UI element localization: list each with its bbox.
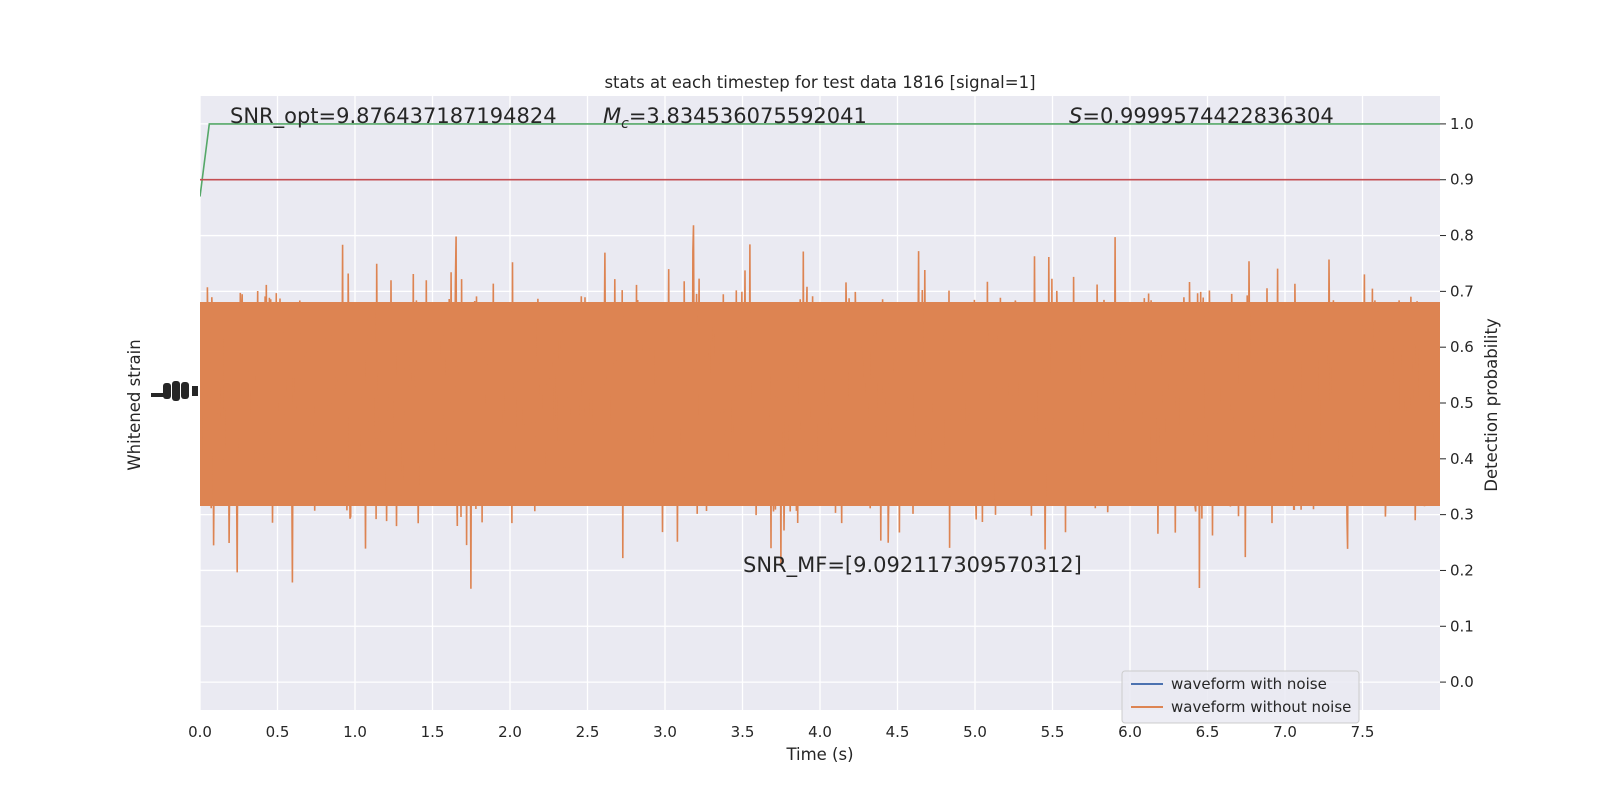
x-tick-label: 4.0 xyxy=(808,723,832,741)
right-axis-ticks: 0.0 0.1 0.2 0.3 0.4 0.5 0.6 0.7 0.8 0.9 1.0 xyxy=(1440,115,1474,691)
legend-label-waveform-without-noise: waveform without noise xyxy=(1171,698,1351,716)
x-axis-label: Time (s) xyxy=(785,745,853,764)
x-tick-label: 2.0 xyxy=(498,723,522,741)
left-y-axis-label: Whitened strain xyxy=(125,339,144,470)
x-tick-label: 0.5 xyxy=(266,723,290,741)
right-tick-label: 0.7 xyxy=(1450,282,1474,300)
right-tick-label: 0.6 xyxy=(1450,338,1474,356)
x-tick-label: 6.5 xyxy=(1196,723,1220,741)
right-tick-label: 1.0 xyxy=(1450,115,1474,133)
chirp-mass-annotation: Mc=3.834536075592041 xyxy=(603,104,867,132)
chart-title: stats at each timestep for test data 181… xyxy=(604,73,1035,92)
probability-lines xyxy=(200,123,1440,197)
noise-trace xyxy=(200,225,1440,589)
snr-opt-annotation: SNR_opt=9.876437187194824 xyxy=(230,104,557,129)
right-tick-label: 0.9 xyxy=(1450,171,1474,189)
legend: waveform with noise waveform without noi… xyxy=(1121,670,1360,724)
x-tick-label: 0.0 xyxy=(188,723,212,741)
legend-box xyxy=(1121,670,1360,724)
x-tick-label: 1.0 xyxy=(343,723,367,741)
x-tick-label: 1.5 xyxy=(421,723,445,741)
right-tick-label: 0.4 xyxy=(1450,450,1474,468)
x-tick-label: 4.5 xyxy=(886,723,910,741)
right-tick-label: 0.3 xyxy=(1450,506,1474,524)
right-tick-label: 0.2 xyxy=(1450,561,1474,579)
x-tick-label: 3.5 xyxy=(731,723,755,741)
probability-line-2 xyxy=(200,123,1440,197)
right-tick-label: 0.1 xyxy=(1450,617,1474,635)
x-tick-label: 6.0 xyxy=(1118,723,1142,741)
right-y-axis-label: Detection probability xyxy=(1482,318,1501,492)
right-tick-label: 0.5 xyxy=(1450,394,1474,412)
right-tick-label: 0.8 xyxy=(1450,227,1474,245)
x-tick-label: 7.5 xyxy=(1351,723,1375,741)
legend-label-waveform-with-noise: waveform with noise xyxy=(1171,675,1327,693)
waveform-without-noise-series xyxy=(200,225,1440,589)
x-tick-label: 3.0 xyxy=(653,723,677,741)
x-tick-label: 5.5 xyxy=(1041,723,1065,741)
x-tick-label: 7.0 xyxy=(1273,723,1297,741)
x-tick-label: 5.0 xyxy=(963,723,987,741)
s-annotation: S=0.9999574422836304 xyxy=(1069,104,1334,128)
x-tick-label: 2.5 xyxy=(576,723,600,741)
snr-mf-annotation: SNR_MF=[9.092117309570312] xyxy=(743,553,1082,578)
left-axis-tick-clutter xyxy=(151,381,198,401)
right-tick-label: 0.0 xyxy=(1450,673,1474,691)
x-axis-ticks: 0.0 0.5 1.0 1.5 2.0 2.5 3.0 3.5 4.0 4.5 5.0 5.5 6.0 6… xyxy=(188,723,1374,741)
